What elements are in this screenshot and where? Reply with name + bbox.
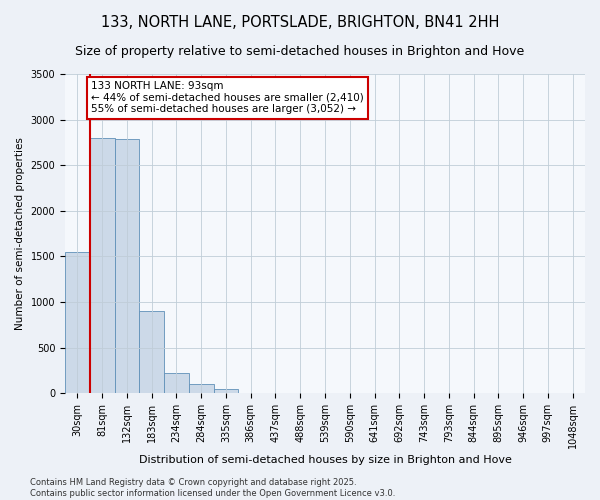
Bar (139, 311, 164, 393)
Bar (164, 373, 189, 393)
Y-axis label: Number of semi-detached properties: Number of semi-detached properties (15, 137, 25, 330)
Bar (115, 138, 139, 393)
Text: 133 NORTH LANE: 93sqm
← 44% of semi-detached houses are smaller (2,410)
55% of s: 133 NORTH LANE: 93sqm ← 44% of semi-deta… (91, 82, 364, 114)
X-axis label: Distribution of semi-detached houses by size in Brighton and Hove: Distribution of semi-detached houses by … (139, 455, 511, 465)
Bar (90, 138, 115, 393)
Text: Size of property relative to semi-detached houses in Brighton and Hove: Size of property relative to semi-detach… (76, 45, 524, 58)
Bar (65, 252, 90, 393)
Text: 133, NORTH LANE, PORTSLADE, BRIGHTON, BN41 2HH: 133, NORTH LANE, PORTSLADE, BRIGHTON, BN… (101, 15, 499, 30)
Bar (189, 384, 214, 393)
Text: Contains HM Land Registry data © Crown copyright and database right 2025.
Contai: Contains HM Land Registry data © Crown c… (30, 478, 395, 498)
Bar (214, 390, 238, 393)
